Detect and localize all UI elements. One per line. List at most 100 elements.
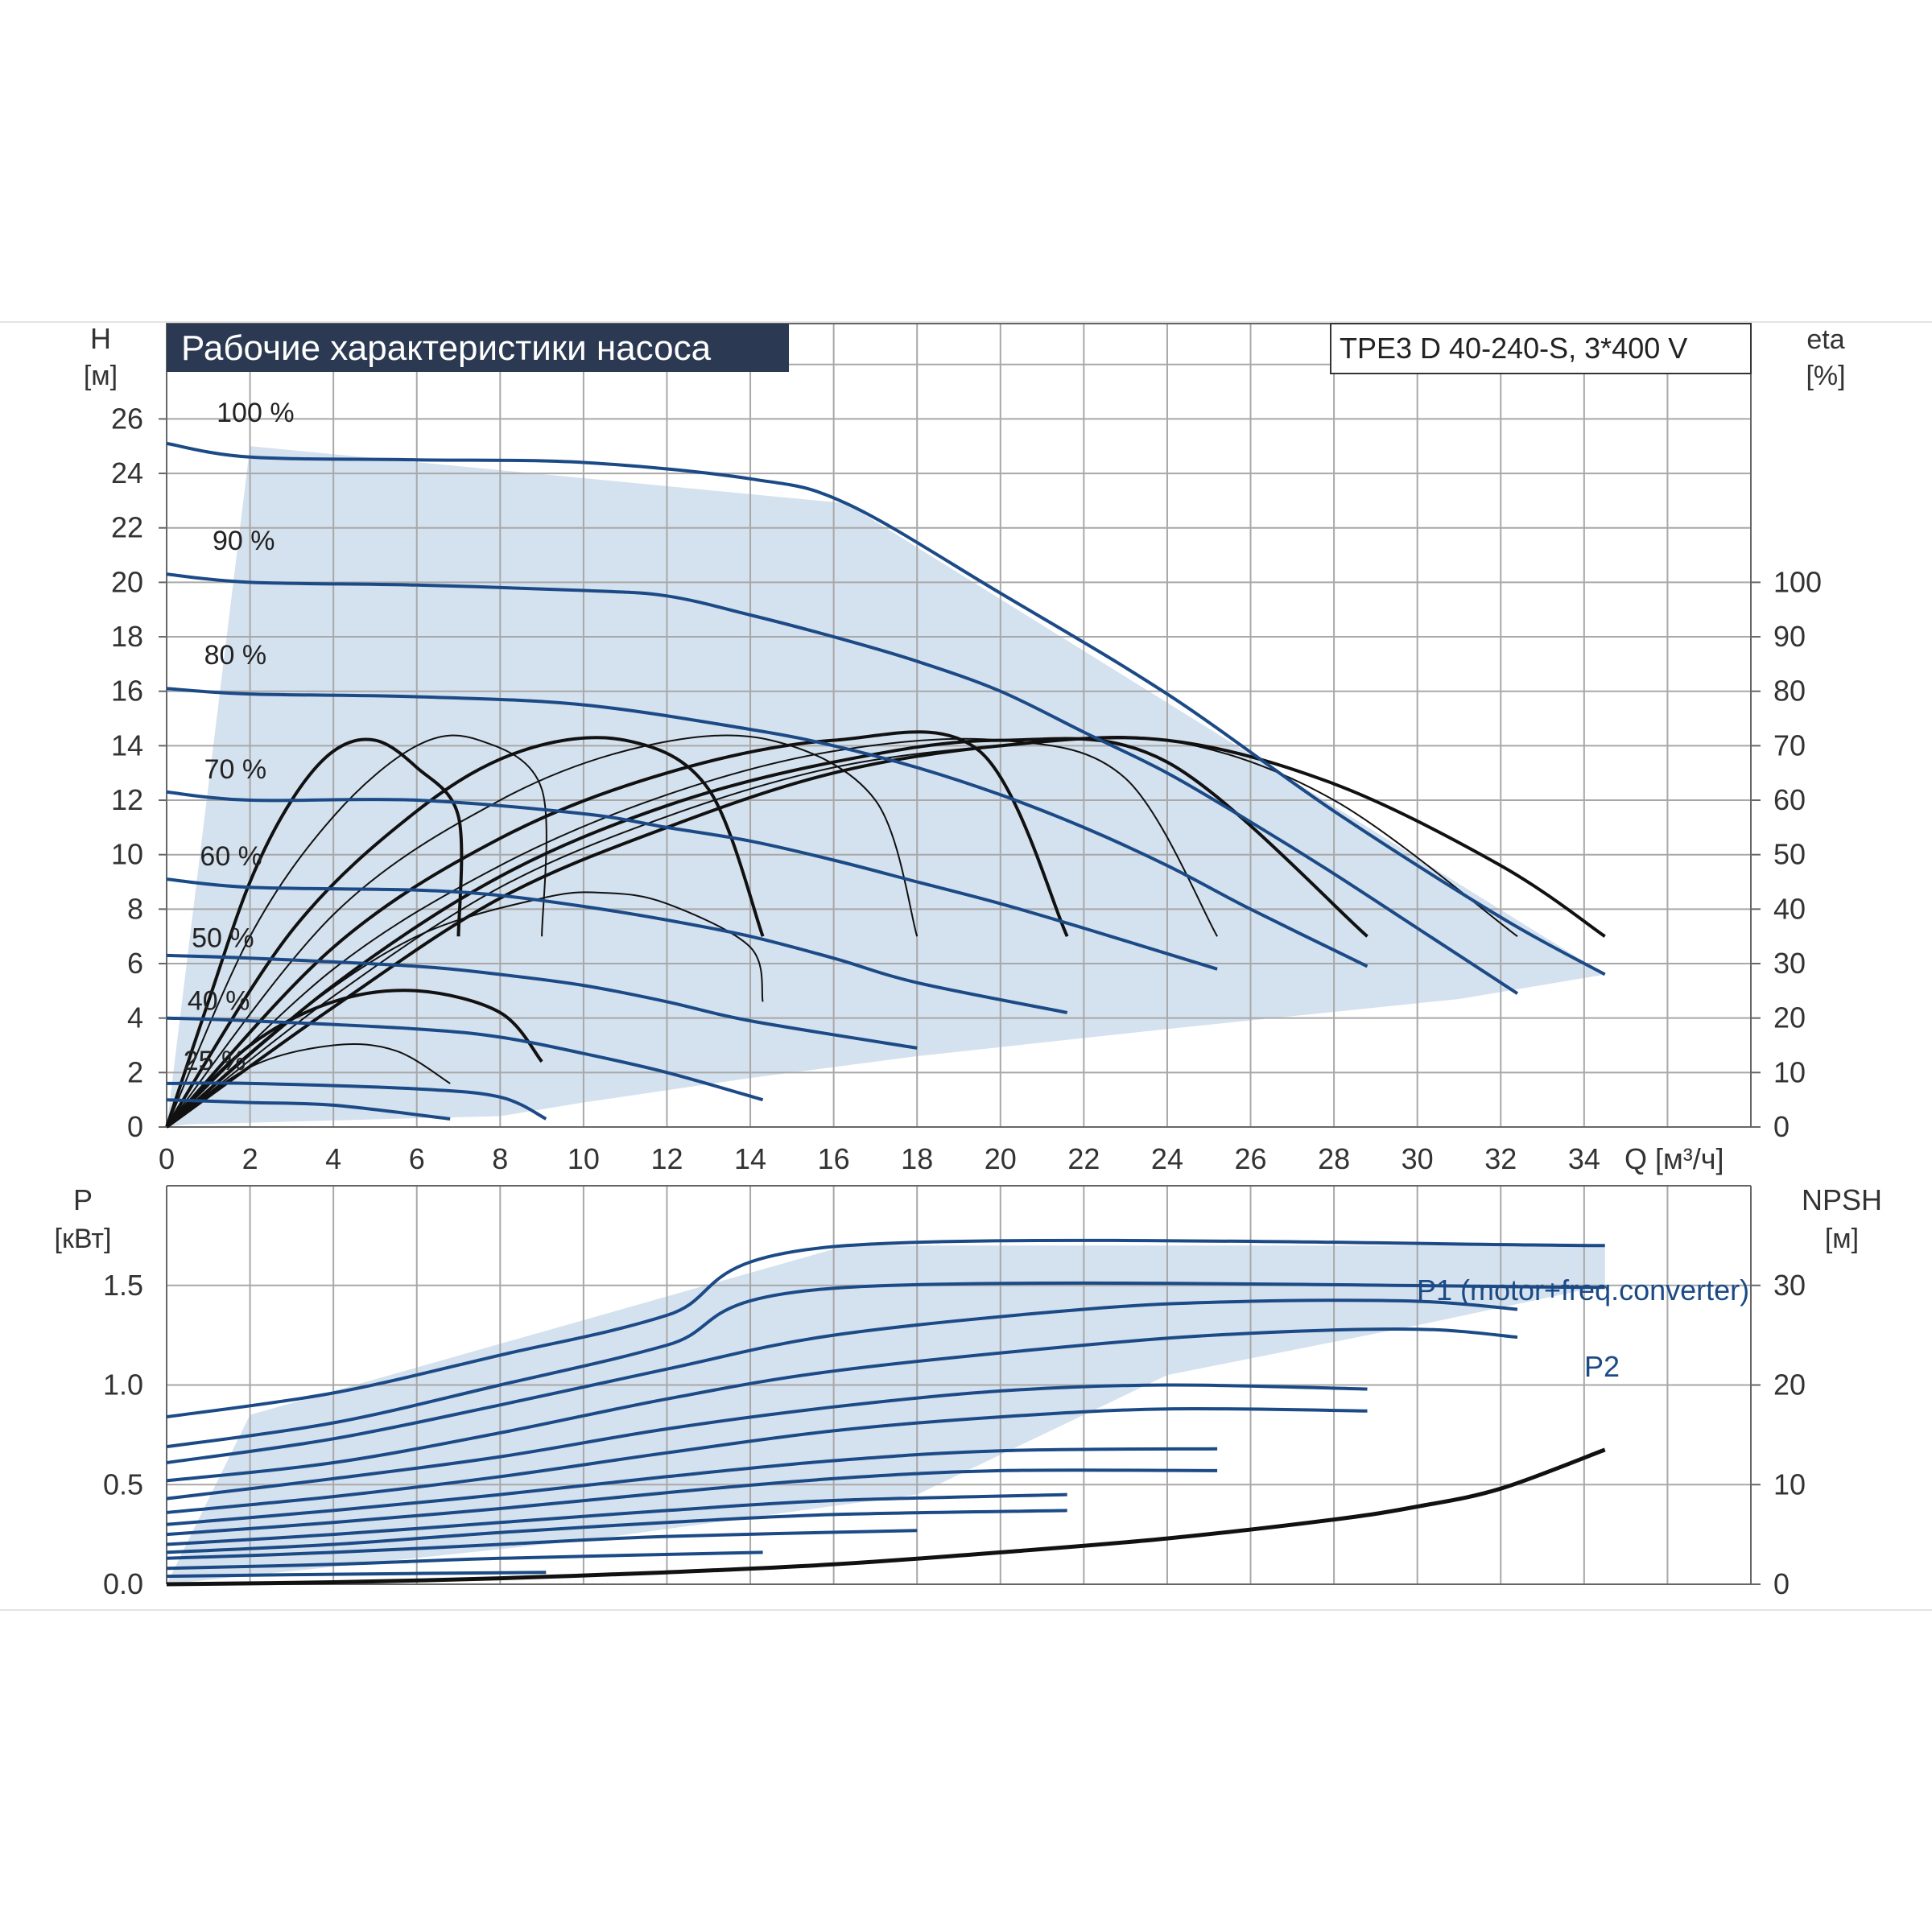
speed-label: 70 % [204, 754, 267, 785]
power-tick-labels: 0.0 0.5 1.0 1.5 [103, 1269, 143, 1600]
x-tick-label: 30 [1402, 1142, 1434, 1175]
x-tick-label: 20 [985, 1142, 1017, 1175]
power-curve [166, 1406, 1368, 1514]
head-curve [166, 953, 918, 1050]
power-operating-range [167, 1245, 1605, 1584]
speed-label: 25 % [184, 1046, 246, 1076]
power-axis-title: P [73, 1183, 93, 1216]
efficiency-tick-label: 20 [1773, 1001, 1806, 1034]
power-tick-label: 0.0 [103, 1567, 143, 1600]
power-curve [166, 1550, 763, 1571]
npsh-axis-title: NPSH [1802, 1183, 1882, 1216]
head-tick-label: 8 [127, 892, 143, 925]
head-axis-title: H [90, 322, 111, 355]
head-tick-label: 6 [127, 947, 143, 980]
efficiency-curve [166, 734, 547, 1128]
chart-title: Рабочие характеристики насоса [181, 328, 712, 368]
speed-label: 50 % [192, 923, 254, 954]
power-tick-label: 1.5 [103, 1269, 143, 1302]
head-tick-label: 0 [127, 1110, 143, 1143]
power-curve [166, 1327, 1518, 1483]
x-tick-label: 0 [159, 1142, 175, 1175]
x-tick-label: 26 [1235, 1142, 1267, 1175]
efficiency-curve [165, 730, 1069, 1129]
head-curve [166, 1098, 451, 1121]
power-curve [166, 1447, 1218, 1526]
npsh-curve [166, 1447, 1606, 1587]
head-tick-label: 26 [111, 402, 143, 435]
npsh-tick-label: 0 [1773, 1567, 1790, 1600]
efficiency-tick-label: 30 [1773, 947, 1806, 980]
title-banner [167, 324, 789, 372]
efficiency-tick-label: 60 [1773, 783, 1806, 816]
head-curve [166, 572, 1519, 995]
x-tick-label: 22 [1067, 1142, 1100, 1175]
head-curve [166, 687, 1368, 968]
efficiency-curve [166, 1042, 451, 1128]
head-tick-label: 2 [127, 1055, 143, 1088]
power-panel: 0.0 0.5 1.0 1.5 0 10 20 30 P [кВт] NPSH [м] P1… [55, 1183, 1882, 1600]
model-label: TPE3 D 40-240-S, 3*400 V [1340, 332, 1687, 365]
efficiency-curve [166, 734, 919, 1128]
head-curves [166, 441, 1606, 1121]
power-curve [166, 1298, 1518, 1464]
head-tick-label: 12 [111, 783, 143, 816]
x-tick-label: 28 [1318, 1142, 1350, 1175]
x-tick-label: 24 [1151, 1142, 1183, 1175]
x-tick-label: 2 [242, 1142, 258, 1175]
head-tick-label: 10 [111, 838, 143, 871]
head-tick-label: 14 [111, 729, 143, 762]
efficiency-tick-label: 90 [1773, 620, 1806, 653]
head-curve [166, 790, 1218, 971]
head-axis-unit: [м] [84, 361, 118, 391]
efficiency-curve [166, 736, 1518, 1128]
head-tick-label: 20 [111, 565, 143, 598]
npsh-line [166, 1447, 1606, 1587]
speed-label: 100 % [217, 398, 294, 428]
speed-label: 60 % [200, 841, 262, 872]
power-curve [166, 1509, 1067, 1554]
x-tick-label: 34 [1568, 1142, 1600, 1175]
head-curve [166, 441, 1606, 976]
head-curve [166, 877, 1068, 1014]
x-tick-label: 32 [1484, 1142, 1517, 1175]
head-tick-label: 24 [111, 456, 143, 489]
x-tick-label: 18 [901, 1142, 933, 1175]
head-tick-label: 18 [111, 620, 143, 653]
p2-label: P2 [1584, 1350, 1620, 1383]
efficiency-tick-label: 80 [1773, 675, 1806, 708]
power-curve [166, 1529, 918, 1560]
speed-label: 90 % [213, 526, 275, 556]
x-axis-label: Q [м³/ч] [1624, 1142, 1724, 1175]
npsh-axis-unit: [м] [1825, 1224, 1859, 1254]
p1-label: P1 (motor+freq.converter) [1417, 1274, 1749, 1307]
x-tick-label: 10 [568, 1142, 600, 1175]
head-operating-range [167, 446, 1605, 1127]
efficiency-tick-label: 70 [1773, 729, 1806, 762]
npsh-tick-label: 20 [1773, 1368, 1806, 1402]
speed-label: 40 % [188, 986, 250, 1017]
efficiency-curve [165, 989, 543, 1129]
head-curve [166, 1081, 547, 1121]
x-tick-label: 16 [818, 1142, 850, 1175]
power-curve [166, 1571, 547, 1579]
head-tick-label: 4 [127, 1001, 143, 1034]
efficiency-tick-label: 40 [1773, 892, 1806, 925]
power-curve [166, 1383, 1368, 1501]
efficiency-curve [165, 737, 1368, 1129]
head-plot-frame [166, 323, 1752, 1128]
efficiency-tick-label: 0 [1773, 1110, 1790, 1143]
x-tick-label: 8 [492, 1142, 508, 1175]
power-curve [166, 1492, 1067, 1546]
head-tick-label: 22 [111, 511, 143, 544]
power-curve [166, 1238, 1605, 1419]
x-tick-label: 12 [650, 1142, 683, 1175]
power-tick-label: 1.0 [103, 1368, 143, 1402]
speed-labels: 100 % 90 % 80 % 70 % 60 % 50 % 40 % 25 % [184, 398, 295, 1076]
speed-label: 80 % [204, 640, 267, 671]
power-axis-unit: [кВт] [55, 1224, 112, 1254]
x-tick-label: 4 [325, 1142, 341, 1175]
npsh-tick-label: 30 [1773, 1269, 1806, 1302]
